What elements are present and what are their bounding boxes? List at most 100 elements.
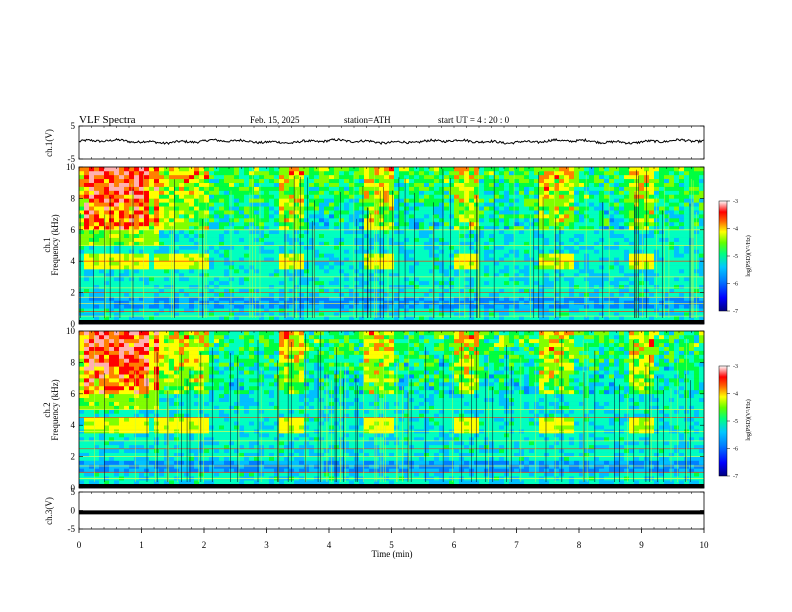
spectrogram-cell [144,174,150,180]
spectrogram-cell [389,308,395,313]
spectrogram-cell [359,174,365,180]
spectrogram-cell [409,288,415,293]
spectrogram-cell [154,249,160,254]
spectrogram-cell [664,265,670,270]
spectrogram-cell [189,292,195,297]
spectrogram-cell [384,296,390,301]
spectrogram-cell [494,178,500,183]
spectrogram-cell [99,206,105,211]
spectrogram-cell [139,190,145,195]
spectrogram-cell [434,218,440,223]
spectrogram-cell [239,210,245,215]
spectrogram-cell [619,206,625,211]
spectrogram-cell [264,174,270,180]
spectrogram-cell [144,288,150,293]
spectrogram-cell [509,237,515,242]
spectrogram-cell [499,253,505,258]
spectrogram-cell [459,225,465,231]
spectrogram-cell [114,265,120,270]
spectrogram-cell [394,237,400,242]
spectrogram-cell [264,202,270,207]
spectrogram-cell [589,198,595,203]
spectrogram-cell [114,304,120,309]
spectrogram-cell [664,269,670,274]
spectrogram-cell [199,206,205,211]
spectrogram-cell [574,225,580,231]
spectrogram-cell [224,186,230,191]
spectrogram-cell [149,265,155,270]
spectrogram-cell [104,257,110,262]
spectrogram-cell [439,249,445,254]
spectrogram-cell [664,253,670,258]
spectrogram-cell [359,296,365,301]
spectrogram-cell [189,237,195,242]
spectrogram-cell [239,225,245,231]
spectrogram-cell [684,304,690,309]
spectrogram-cell [564,202,570,207]
spectrogram-cell [449,300,455,305]
spectrogram-cell [119,186,125,191]
spectrogram-cell [189,257,195,262]
spectrogram-cell [324,198,330,203]
spectrogram-cell [329,276,335,282]
spectrogram-cell [264,198,270,203]
spectrogram-cell [599,225,605,231]
spectrogram-cell [564,218,570,223]
spectrogram-cell [579,253,585,258]
spectrogram-cell [214,178,220,183]
spectrogram-cell [449,229,455,235]
spectrogram-cell [224,198,230,203]
spectrogram-cell [459,190,465,195]
spectrogram-cell [569,241,575,246]
spectrogram-cell [414,190,420,195]
spectrogram-cell [219,288,225,293]
spectrogram-cell [294,316,300,321]
spectrogram-cell [264,261,270,266]
spectrogram-cell [419,272,425,278]
spectrogram-cell [334,249,340,254]
spectrogram-cell [664,296,670,301]
spectrogram-cell [364,316,370,321]
spectrogram-cell [624,202,630,207]
spectrogram-cell [664,167,670,172]
spectrogram-cell [454,249,460,254]
spectrogram-cell [504,308,510,313]
spectrogram-cell [219,170,225,176]
spectrogram-cell [574,182,580,187]
spectrogram-cell [699,272,705,278]
spectrogram-cell [239,245,245,250]
spectrogram-cell [119,210,125,215]
spectrogram-cell [379,296,385,301]
spectrogram-cell [604,170,610,176]
spectrogram-cell [344,178,350,183]
spectrogram-cell [189,249,195,254]
spectrogram-cell [79,225,85,231]
spectrogram-cell [574,210,580,215]
spectrogram-cell [534,253,540,258]
spectrogram-cell [259,202,265,207]
spectrogram-cell [509,198,515,203]
spectrogram-cell [699,292,705,297]
spectrogram-cell [619,316,625,321]
spectrogram-cell [84,221,90,227]
spectrogram-cell [539,265,545,270]
spectrogram-cell [189,261,195,266]
spectrogram-cell [214,261,220,266]
spectrogram-cell [114,202,120,207]
spectrogram-cell [289,241,295,246]
spectrogram-cell [114,233,120,238]
spectrogram-cell [219,167,225,172]
spectrogram-cell [419,308,425,313]
spectrogram-cell [404,167,410,172]
spectrogram-cell [509,233,515,238]
spectrogram-cell [344,284,350,289]
spectrogram-cell [529,253,535,258]
spectrogram-cell [484,257,490,262]
spectrogram-cell [429,233,435,238]
spectrogram-cell [494,312,500,317]
spectrogram-cell [319,186,325,191]
spectrogram-cell [649,210,655,215]
spectrogram-cell [264,245,270,250]
spectrogram-cell [369,284,375,289]
spectrogram-cell [244,245,250,250]
